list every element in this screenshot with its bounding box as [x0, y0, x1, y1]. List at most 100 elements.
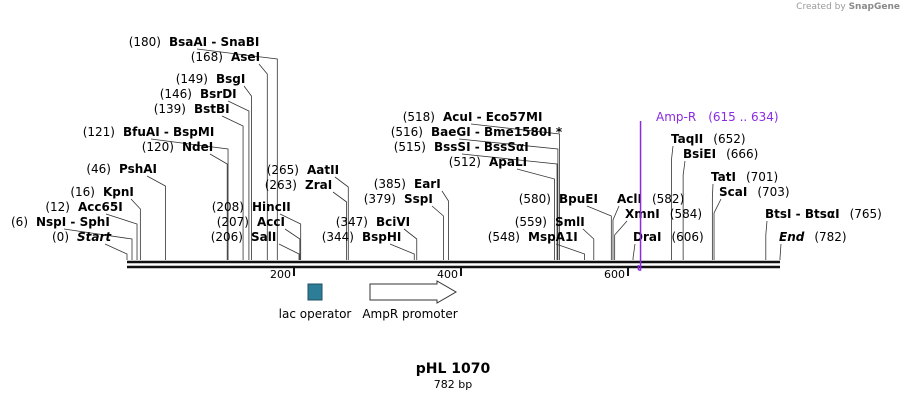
site-enzyme-aatii: AatII	[307, 163, 339, 177]
leader-line-bsrdi	[227, 100, 250, 260]
site-label-acci[interactable]: (207) AccI	[217, 215, 285, 229]
site-position-bsrdi: (146)	[160, 87, 192, 101]
site-label-bsgi[interactable]: (149) BsgI	[176, 72, 246, 86]
site-label-hincii[interactable]: (208) HincII	[212, 200, 291, 214]
site-enzyme-zrai: ZraI	[305, 178, 332, 192]
site-label-bstbi[interactable]: (139) BstBI	[154, 102, 230, 116]
site-label-tati[interactable]: TatI (701)	[711, 170, 778, 184]
site-enzyme-kpni: KpnI	[103, 185, 134, 199]
site-position-nspi: (6)	[11, 215, 28, 229]
site-position-sali: (206)	[211, 230, 243, 244]
leader-line-bcivi	[403, 228, 418, 260]
axis-tick-label-600: 600	[604, 268, 625, 281]
site-label-smli[interactable]: (559) SmlI	[515, 215, 585, 229]
site-enzyme-taqii: TaqII	[671, 132, 703, 146]
site-enzyme-btsi: BtsI - BtsαI	[765, 207, 840, 221]
site-enzyme-bsaai: BsaAI - SnaBI	[169, 35, 259, 49]
site-label-zrai[interactable]: (263) ZraI	[265, 178, 332, 192]
site-label-pshai[interactable]: (46) PshAI	[86, 162, 157, 176]
plasmid-length: 782 bp	[434, 378, 472, 391]
site-label-bsiei[interactable]: BsiEI (666)	[683, 147, 758, 161]
site-position-acli: (582)	[652, 192, 684, 206]
site-label-aatii[interactable]: (265) AatII	[267, 163, 339, 177]
site-label-bsrdi[interactable]: (146) BsrDI	[160, 87, 237, 101]
site-label-drai[interactable]: DraI (606)	[633, 230, 704, 244]
site-label-nspi[interactable]: (6) NspI - SphI	[11, 215, 110, 229]
site-label-acc65i[interactable]: (12) Acc65I	[45, 200, 122, 214]
site-enzyme-bcivi: BciVI	[376, 215, 410, 229]
site-position-mspa1i: (548)	[488, 230, 520, 244]
site-enzyme-hincii: HincII	[252, 200, 291, 214]
site-enzyme-acui: AcuI - Eco57MI	[443, 110, 542, 124]
site-position-smli: (559)	[515, 215, 547, 229]
site-position-baegi: (516)	[391, 125, 423, 139]
site-enzyme-smli: SmlI	[555, 215, 585, 229]
site-enzyme-bsphi: BspHI	[362, 230, 401, 244]
leader-line-bstbi	[221, 115, 244, 260]
leader-line-bpuei	[586, 205, 612, 260]
site-enzyme-ndei: NdeI	[182, 140, 213, 154]
site-label-ndei[interactable]: (120) NdeI	[142, 140, 214, 154]
site-enzyme-mspa1i: MspA1I	[528, 230, 578, 244]
site-label-xmni[interactable]: XmnI (584)	[625, 207, 702, 221]
site-enzyme-start: Start	[77, 230, 112, 244]
site-label-acli[interactable]: AclI (582)	[617, 192, 684, 206]
site-leader-lines	[63, 48, 782, 260]
snapgene-logo: SnapGene	[848, 2, 900, 12]
site-label-apali[interactable]: (512) ApaLI	[449, 155, 527, 169]
site-label-mspa1i[interactable]: (548) MspA1I	[488, 230, 578, 244]
leader-line-bsaai	[196, 48, 278, 260]
site-position-taqii: (652)	[713, 132, 745, 146]
site-label-end[interactable]: End (782)	[779, 230, 847, 244]
site-position-btsi: (765)	[850, 207, 882, 221]
feature-lac-operator-box[interactable]	[307, 283, 323, 301]
site-label-bfuai[interactable]: (121) BfuAI - BspMI	[83, 125, 215, 139]
leader-line-sspi	[431, 205, 444, 260]
site-position-bstbi: (139)	[154, 102, 186, 116]
site-label-bsssi[interactable]: (515) BssSI - BssSαI	[394, 140, 529, 154]
site-position-start: (0)	[52, 230, 69, 244]
site-label-eari[interactable]: (385) EarI	[374, 177, 441, 191]
site-label-taqii[interactable]: TaqII (652)	[671, 132, 746, 146]
leader-line-tati	[711, 183, 714, 260]
leader-line-nspi	[63, 228, 133, 260]
site-position-tati: (701)	[746, 170, 778, 184]
site-label-bpuei[interactable]: (580) BpuEI	[519, 192, 598, 206]
site-enzyme-xmni: XmnI	[625, 207, 660, 221]
site-label-asei[interactable]: (168) AseI	[191, 50, 260, 64]
site-label-start[interactable]: (0) Start	[52, 230, 112, 244]
leader-line-bsgi	[243, 85, 252, 260]
site-enzyme-tati: TatI	[711, 170, 736, 184]
leader-line-drai	[632, 243, 636, 260]
primer-range: (615 .. 634)	[708, 110, 778, 124]
site-position-kpni: (16)	[70, 185, 95, 199]
site-position-asei: (168)	[191, 50, 223, 64]
primer-amp-r[interactable]: Amp-R (615 .. 634)	[637, 110, 779, 271]
site-label-bsphi[interactable]: (344) BspHI	[322, 230, 402, 244]
site-position-end: (782)	[814, 230, 846, 244]
feature-lac-operator-label: lac operator	[279, 307, 352, 321]
site-label-sspi[interactable]: (379) SspI	[364, 192, 433, 206]
site-position-bsssi: (515)	[394, 140, 426, 154]
leader-line-acui	[470, 123, 560, 260]
feature-ampr-promoter-arrow[interactable]	[369, 280, 457, 304]
site-enzyme-drai: DraI	[633, 230, 661, 244]
primer-label: Amp-R (615 .. 634)	[656, 110, 779, 124]
site-enzyme-bpuei: BpuEI	[559, 192, 598, 206]
site-label-bcivi[interactable]: (347) BciVI	[336, 215, 410, 229]
site-enzyme-scai: ScaI	[719, 185, 747, 199]
site-position-bsiei: (666)	[726, 147, 758, 161]
site-label-bsaai[interactable]: (180) BsaAI - SnaBI	[129, 35, 260, 49]
primer-name: Amp-R	[656, 110, 696, 124]
axis-tick-label-200: 200	[270, 268, 291, 281]
site-label-acui[interactable]: (518) AcuI - Eco57MI	[403, 110, 543, 124]
site-label-baegi[interactable]: (516) BaeGI - Bme1580I *	[391, 125, 563, 139]
site-position-aatii: (265)	[267, 163, 299, 177]
leader-line-sali	[278, 243, 300, 260]
site-label-btsi[interactable]: BtsI - BtsαI (765)	[765, 207, 882, 221]
leader-line-scai	[713, 198, 722, 260]
site-label-kpni[interactable]: (16) KpnI	[70, 185, 134, 199]
site-position-bfuai: (121)	[83, 125, 115, 139]
site-label-sali[interactable]: (206) SalI	[211, 230, 277, 244]
site-label-scai[interactable]: ScaI (703)	[719, 185, 790, 199]
